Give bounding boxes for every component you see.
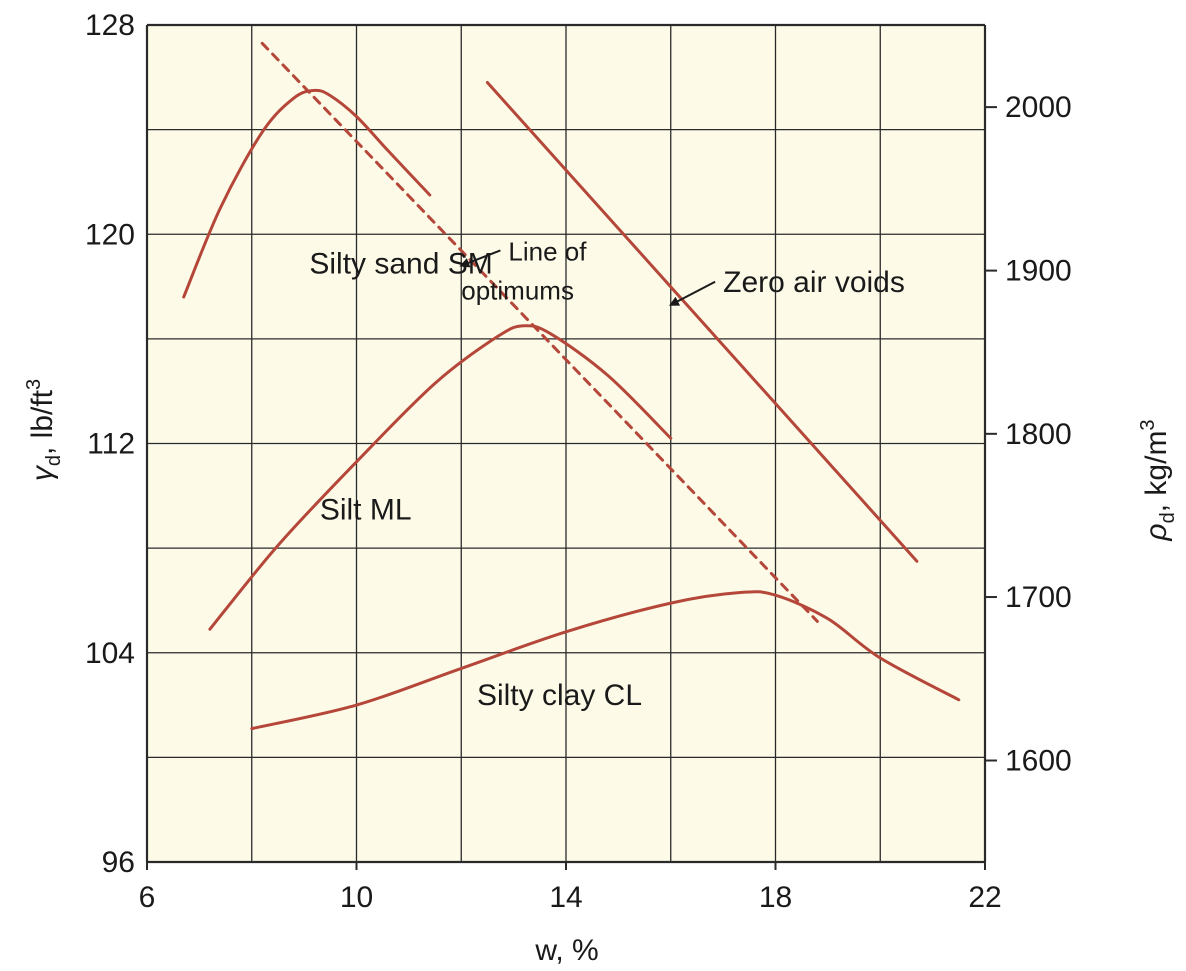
annotation-label: Silt ML	[320, 493, 412, 526]
y-left-sup: 3	[23, 379, 45, 390]
series-line	[250, 590, 961, 731]
y-right-tick-label: 2000	[1005, 91, 1072, 124]
y-left-tick-label: 112	[87, 428, 135, 461]
y-right-symbol: ρ	[1140, 523, 1173, 541]
series-line	[208, 324, 673, 631]
x-axis-label: w, %	[534, 934, 598, 967]
y-left-tick-label: 120	[85, 218, 135, 251]
series-line	[182, 88, 432, 299]
annotation-label: Silty clay CL	[477, 679, 642, 712]
y-right-text: , kg/m	[1140, 431, 1173, 513]
annotation-label: Line of	[508, 236, 587, 266]
y-right-sub: d	[1157, 512, 1179, 523]
y-left-symbol: γ	[26, 464, 59, 481]
x-tick-label: 22	[968, 881, 1001, 914]
x-tick-label: 14	[549, 881, 582, 914]
annotation-arrow	[459, 249, 501, 268]
series-line	[485, 81, 919, 563]
series-group	[182, 41, 961, 731]
y-left-tick-label: 96	[102, 846, 135, 879]
annotation-label: Zero air voids	[723, 266, 905, 299]
y-right-sup: 3	[1137, 419, 1159, 430]
x-tick-label: 6	[139, 881, 156, 914]
x-tick-label: 10	[340, 881, 373, 914]
y-right-tick-label: 1600	[1005, 745, 1072, 778]
y-left-tick-label: 128	[85, 9, 135, 42]
x-tick-label: 18	[759, 881, 792, 914]
y-left-tick-label: 104	[85, 637, 135, 670]
y-right-tick-label: 1900	[1005, 255, 1072, 288]
series-line	[260, 41, 819, 623]
y-right-tick-label: 1700	[1005, 581, 1072, 614]
y-axis-label-right: ρd, kg/m3	[1137, 419, 1179, 541]
annotation-arrow	[668, 280, 716, 306]
y-right-tick-label: 1800	[1005, 418, 1072, 451]
y-axis-label-left: γd, lb/ft3	[23, 379, 65, 481]
annotation-label: optimums	[461, 276, 574, 306]
y-left-sub: d	[43, 455, 65, 466]
tick-labels: 6 10 14 18 22 96 104 112 120 128 1600 1700 1800 1900 2…	[85, 9, 1072, 914]
y-left-text: , lb/ft	[26, 389, 59, 455]
